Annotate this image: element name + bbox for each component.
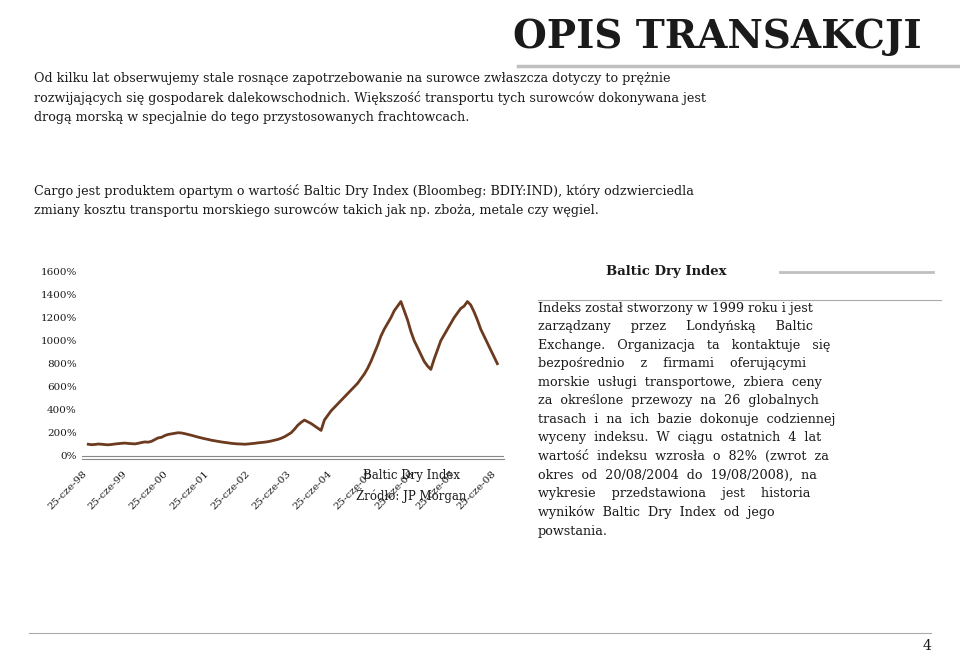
Text: Baltic Dry Index: Baltic Dry Index [607, 265, 727, 278]
Text: Od kilku lat obserwujemy stale rosnące zapotrzebowanie na surowce zwłaszcza doty: Od kilku lat obserwujemy stale rosnące z… [34, 72, 706, 124]
Text: 4: 4 [923, 639, 931, 653]
Text: Indeks został stworzony w 1999 roku i jest
zarządzany     przez     Londyńską   : Indeks został stworzony w 1999 roku i je… [538, 302, 835, 538]
Text: Baltic Dry Index
Źródło: JP Morgan: Baltic Dry Index Źródło: JP Morgan [356, 468, 467, 502]
Text: OPIS TRANSAKCJI: OPIS TRANSAKCJI [513, 18, 922, 56]
Text: Cargo jest produktem opartym o wartość Baltic Dry Index (Bloombeg: BDIY:IND), kt: Cargo jest produktem opartym o wartość B… [34, 184, 693, 217]
